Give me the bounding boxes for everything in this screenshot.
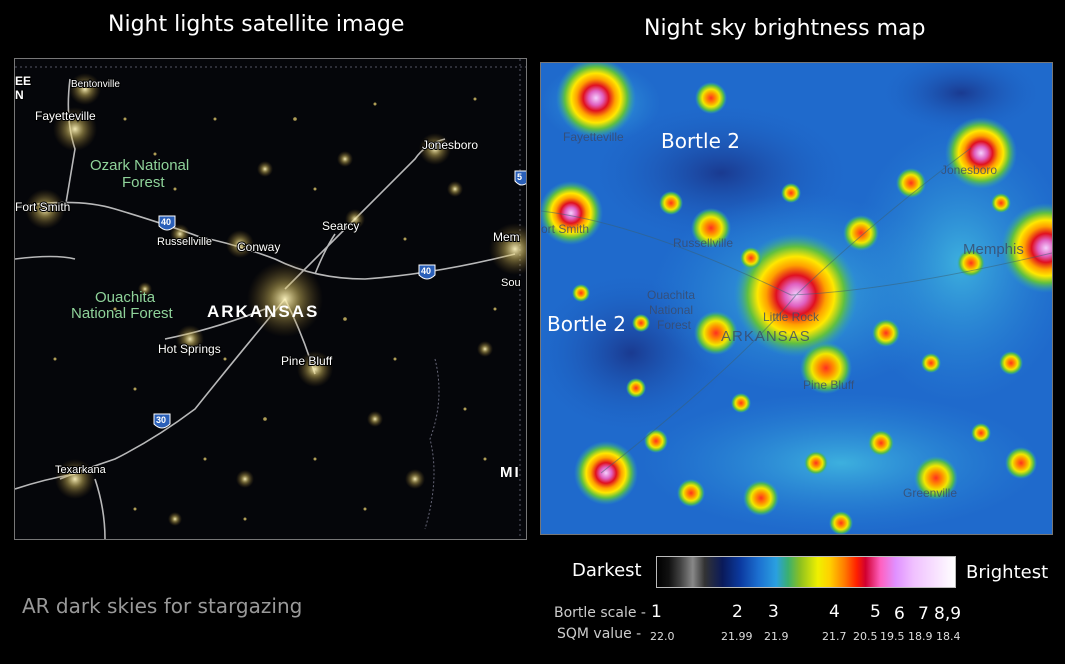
label-searcy: Searcy xyxy=(322,219,359,233)
small-lights xyxy=(53,97,497,521)
svg-text:40: 40 xyxy=(161,217,171,227)
rlabel-memphis: Memphis xyxy=(963,241,1024,258)
label-ee: EE xyxy=(15,74,31,88)
sqm-value: 21.7 xyxy=(822,630,847,643)
edge-shield: 5 xyxy=(514,170,526,186)
label-texarkana: Texarkana xyxy=(55,464,107,476)
sqm-value: 19.5 xyxy=(880,630,905,643)
label-fort-smith: Fort Smith xyxy=(15,200,70,214)
bortle-scale-label: Bortle scale - xyxy=(554,605,646,621)
i40-west-shield: 40 xyxy=(158,215,176,231)
rlabel-jonesboro: Jonesboro xyxy=(941,163,997,177)
label-hot-springs: Hot Springs xyxy=(158,342,221,356)
right-title: Night sky brightness map xyxy=(644,16,926,41)
night-lights-map: 40 40 30 5 Bentonville EE N Fayetteville… xyxy=(14,58,527,540)
label-conway: Conway xyxy=(237,240,280,254)
caption: AR dark skies for stargazing xyxy=(22,594,303,618)
legend-darkest: Darkest xyxy=(572,560,642,581)
label-memphis: Mem xyxy=(493,230,520,244)
rlabel-fort-smith: ort Smith xyxy=(541,222,589,236)
left-title: Night lights satellite image xyxy=(108,12,405,37)
sqm-value: 21.99 xyxy=(721,630,753,643)
label-ozark-1: Ozark National xyxy=(90,157,189,174)
bortle-value: 3 xyxy=(768,602,779,622)
rlabel-ouachita-3: Forest xyxy=(657,318,692,332)
rlabel-arkansas: ARKANSAS xyxy=(721,328,811,345)
label-ouachita-1: Ouachita xyxy=(95,289,156,306)
rlabel-greenville: Greenville xyxy=(903,486,957,500)
rlabel-pine-bluff: Pine Bluff xyxy=(803,378,855,392)
rlabel-little-rock: Little Rock xyxy=(763,310,820,324)
legend-color-bar xyxy=(656,556,956,588)
i30-shield: 30 xyxy=(153,413,171,429)
bortle-north-label: Bortle 2 xyxy=(661,129,740,153)
svg-text:5: 5 xyxy=(517,172,522,182)
label-southaven: Sou xyxy=(501,277,521,289)
legend-brightest: Brightest xyxy=(966,562,1049,583)
sqm-value-label: SQM value - xyxy=(557,626,642,642)
label-ozark-2: Forest xyxy=(122,174,165,191)
bright-spots xyxy=(541,63,1052,534)
label-jonesboro: Jonesboro xyxy=(422,138,478,152)
label-russellville: Russellville xyxy=(157,236,212,248)
sqm-value: 18.4 xyxy=(936,630,961,643)
label-fayetteville: Fayetteville xyxy=(35,109,96,123)
sky-brightness-map: Fayetteville ort Smith Russellville Jone… xyxy=(540,62,1053,535)
city-lights xyxy=(25,73,526,526)
bortle-value: 7 xyxy=(918,604,929,624)
bortle-value: 5 xyxy=(870,602,881,622)
sqm-value: 20.5 xyxy=(853,630,878,643)
bortle-west-label: Bortle 2 xyxy=(547,312,626,336)
sqm-value: 18.9 xyxy=(908,630,933,643)
svg-text:40: 40 xyxy=(421,266,431,276)
rlabel-ouachita-2: National xyxy=(649,303,693,317)
svg-text:30: 30 xyxy=(156,415,166,425)
i40-east-shield: 40 xyxy=(418,264,436,280)
bortle-value: 2 xyxy=(732,602,743,622)
bortle-value: 8,9 xyxy=(934,604,962,624)
label-bentonville: Bentonville xyxy=(71,79,120,90)
rlabel-russellville: Russellville xyxy=(673,236,733,250)
label-ouachita-2: National Forest xyxy=(71,305,174,322)
bortle-value: 6 xyxy=(894,604,905,624)
rlabel-ouachita-1: Ouachita xyxy=(647,288,695,302)
label-pine-bluff: Pine Bluff xyxy=(281,354,333,368)
label-mi: MI xyxy=(500,464,521,481)
label-n: N xyxy=(15,88,24,102)
bortle-value: 1 xyxy=(651,602,662,622)
bortle-value: 4 xyxy=(829,602,840,622)
sqm-value: 22.0 xyxy=(650,630,675,643)
sqm-value: 21.9 xyxy=(764,630,789,643)
label-arkansas: ARKANSAS xyxy=(207,302,319,321)
river-border xyxy=(424,358,440,530)
rlabel-fayetteville: Fayetteville xyxy=(563,130,624,144)
